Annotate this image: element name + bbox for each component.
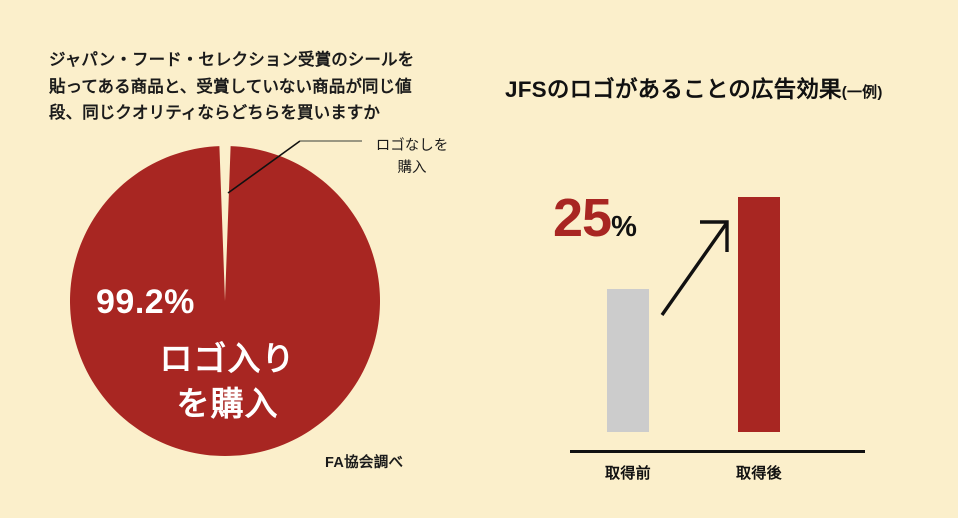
bar-chart-baseline [570, 450, 865, 453]
growth-arrow-head [700, 220, 729, 252]
bar-label-after: 取得後 [736, 465, 782, 482]
bar-label-before: 取得前 [605, 465, 651, 482]
pie-center-label-line2: を購入 [176, 384, 279, 422]
pie-center-label: ロゴ入り を購入 [140, 337, 315, 426]
growth-up-arrow-icon [660, 220, 729, 316]
survey-question-text: ジャパン・フード・セレクション受賞のシールを貼ってある商品と、受賞していない商品… [49, 51, 415, 123]
pie-percent-label: 99.2% [96, 283, 195, 321]
pie-chart-svg [69, 146, 380, 456]
callout-leader-diagonal [227, 140, 301, 194]
pie-slice-with-logo [69, 146, 380, 456]
survey-source-note: FA協会調べ [325, 455, 404, 471]
bar-chart-title-sub: (一例) [841, 84, 883, 101]
pie-callout-label-line2: 購入 [397, 160, 427, 177]
growth-percent-unit: % [611, 211, 637, 243]
bar-chart-title: JFSのロゴがあることの広告効果(一例) [505, 72, 883, 104]
advertising-effect-bar-chart: 取得前 取得後 [560, 180, 870, 482]
pie-chart [69, 145, 381, 457]
growth-arrow-shaft [660, 223, 728, 316]
bar-rect-after [738, 197, 780, 432]
bar-rect-before [607, 289, 649, 432]
callout-leader-line [227, 140, 362, 194]
pie-center-label-line1: ロゴ入り [159, 340, 296, 377]
growth-percent-callout: 25% [553, 191, 637, 245]
growth-percent-number: 25 [553, 188, 612, 248]
pie-callout-label-line1: ロゴなしを [375, 138, 449, 154]
bar-chart-title-main: JFSのロゴがあることの広告効果 [505, 77, 842, 102]
pie-callout-label: ロゴなしを 購入 [362, 135, 462, 180]
